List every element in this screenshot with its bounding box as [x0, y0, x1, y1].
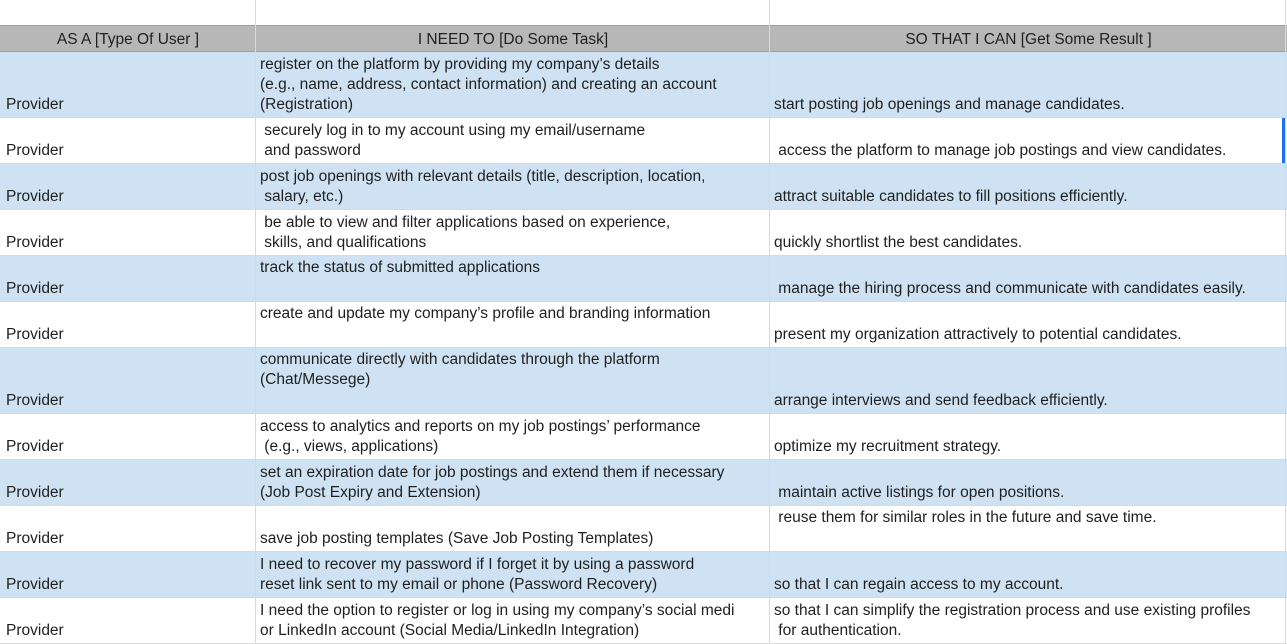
cell-user[interactable]: Provider: [0, 52, 255, 117]
cell-text: present my organization attractively to …: [774, 326, 1182, 343]
table-row: Provider securely log in to my account u…: [0, 118, 1287, 164]
header-user-label: AS A [Type Of User ]: [56, 31, 200, 48]
cell-text: access to analytics and reports on my jo…: [260, 418, 701, 455]
cell-user[interactable]: Provider: [0, 460, 255, 505]
header-cell-task[interactable]: I NEED TO [Do Some Task]: [256, 25, 770, 52]
table-row: Provider I need to recover my password i…: [0, 552, 1287, 598]
cell-text: Provider: [6, 326, 64, 343]
cell-text: I need to recover my password if I forge…: [260, 556, 695, 593]
header-cell-user[interactable]: AS A [Type Of User ]: [0, 25, 256, 52]
cell-text: maintain active listings for open positi…: [774, 484, 1065, 501]
table-row: Provider track the status of submitted a…: [0, 256, 1287, 302]
cell-text: Provider: [6, 438, 64, 455]
cell-task[interactable]: access to analytics and reports on my jo…: [256, 414, 769, 459]
cell-text: access the platform to manage job postin…: [774, 142, 1227, 159]
cell-user[interactable]: Provider: [0, 118, 255, 163]
cell-task[interactable]: post job openings with relevant details …: [256, 164, 769, 209]
cell-result[interactable]: attract suitable candidates to fill posi…: [770, 164, 1287, 209]
cell-text: reuse them for similar roles in the futu…: [774, 509, 1157, 526]
blank-row[interactable]: [0, 0, 1287, 25]
cell-text: Provider: [6, 234, 64, 251]
cell-task[interactable]: I need the option to register or log in …: [256, 598, 769, 643]
cell-result[interactable]: manage the hiring process and communicat…: [770, 256, 1287, 301]
header-cell-result[interactable]: SO THAT I CAN [Get Some Result ]: [770, 25, 1287, 52]
cell-text: Provider: [6, 392, 64, 409]
table-row: Provider I need the option to register o…: [0, 598, 1287, 644]
cell-text: Provider: [6, 280, 64, 297]
cell-text: manage the hiring process and communicat…: [774, 280, 1246, 297]
cell-result[interactable]: present my organization attractively to …: [770, 302, 1287, 347]
cell-text: Provider: [6, 96, 64, 113]
cell-task[interactable]: be able to view and filter applications …: [256, 210, 769, 255]
cell-task[interactable]: register on the platform by providing my…: [256, 52, 769, 117]
table-row: Provider access to analytics and reports…: [0, 414, 1287, 460]
cell-result[interactable]: optimize my recruitment strategy.: [770, 414, 1287, 459]
cell-user[interactable]: Provider: [0, 552, 255, 597]
cell-result[interactable]: access the platform to manage job postin…: [770, 118, 1287, 163]
cell-user[interactable]: Provider: [0, 210, 255, 255]
cell-text: register on the platform by providing my…: [260, 56, 717, 113]
cell-result[interactable]: reuse them for similar roles in the futu…: [770, 506, 1287, 551]
cell-text: start posting job openings and manage ca…: [774, 96, 1125, 113]
cell-text: set an expiration date for job postings …: [260, 464, 725, 501]
cell-text: Provider: [6, 188, 64, 205]
cell-user[interactable]: Provider: [0, 348, 255, 413]
cell-result[interactable]: so that I can regain access to my accoun…: [770, 552, 1287, 597]
cell-result[interactable]: arrange interviews and send feedback eff…: [770, 348, 1287, 413]
cell-result[interactable]: start posting job openings and manage ca…: [770, 52, 1287, 117]
cell-text: arrange interviews and send feedback eff…: [774, 392, 1108, 409]
column-divider: [1285, 0, 1286, 644]
cell-text: so that I can regain access to my accoun…: [774, 576, 1064, 593]
cell-text: Provider: [6, 576, 64, 593]
cell-result[interactable]: quickly shortlist the best candidates.: [770, 210, 1287, 255]
header-task-label: I NEED TO [Do Some Task]: [417, 31, 609, 48]
cell-text: securely log in to my account using my e…: [264, 122, 646, 159]
cell-text: I need the option to register or log in …: [260, 602, 735, 639]
selection-edge: [1282, 118, 1285, 163]
cell-user[interactable]: Provider: [0, 164, 255, 209]
cell-text: save job posting templates (Save Job Pos…: [260, 530, 654, 547]
cell-user[interactable]: Provider: [0, 302, 255, 347]
cell-user[interactable]: Provider: [0, 414, 255, 459]
cell-task[interactable]: set an expiration date for job postings …: [256, 460, 769, 505]
table-row: Provider communicate directly with candi…: [0, 348, 1287, 414]
column-divider: [255, 0, 256, 644]
cell-task[interactable]: communicate directly with candidates thr…: [256, 348, 769, 413]
cell-text: Provider: [6, 622, 64, 639]
cell-text: post job openings with relevant details …: [260, 168, 706, 205]
column-divider: [769, 0, 770, 644]
cell-text: quickly shortlist the best candidates.: [774, 234, 1023, 251]
cell-user[interactable]: Provider: [0, 256, 255, 301]
cell-text: attract suitable candidates to fill posi…: [774, 188, 1128, 205]
cell-text: communicate directly with candidates thr…: [260, 351, 660, 388]
cell-task[interactable]: create and update my company’s profile a…: [256, 302, 769, 347]
cell-text: create and update my company’s profile a…: [260, 305, 711, 322]
table-row: Provider save job posting templates (Sav…: [0, 506, 1287, 552]
cell-text: optimize my recruitment strategy.: [774, 438, 1002, 455]
cell-task[interactable]: securely log in to my account using my e…: [256, 118, 769, 163]
table-row: Provider register on the platform by pro…: [0, 52, 1287, 118]
cell-text: track the status of submitted applicatio…: [260, 259, 541, 276]
cell-task[interactable]: I need to recover my password if I forge…: [256, 552, 769, 597]
header-result-label: SO THAT I CAN [Get Some Result ]: [905, 31, 1152, 48]
cell-text: Provider: [6, 484, 64, 501]
cell-user[interactable]: Provider: [0, 598, 255, 643]
cell-text: Provider: [6, 530, 64, 547]
cell-user[interactable]: Provider: [0, 506, 255, 551]
table-row: Provider post job openings with relevant…: [0, 164, 1287, 210]
table-row: Provider set an expiration date for job …: [0, 460, 1287, 506]
cell-task[interactable]: save job posting templates (Save Job Pos…: [256, 506, 769, 551]
cell-text: Provider: [6, 142, 64, 159]
cell-result[interactable]: maintain active listings for open positi…: [770, 460, 1287, 505]
table-row: Provider be able to view and filter appl…: [0, 210, 1287, 256]
table-row: Provider create and update my company’s …: [0, 302, 1287, 348]
cell-text: be able to view and filter applications …: [264, 214, 671, 251]
cell-result[interactable]: so that I can simplify the registration …: [770, 598, 1287, 643]
cell-task[interactable]: track the status of submitted applicatio…: [256, 256, 769, 301]
cell-text: so that I can simplify the registration …: [774, 602, 1251, 639]
